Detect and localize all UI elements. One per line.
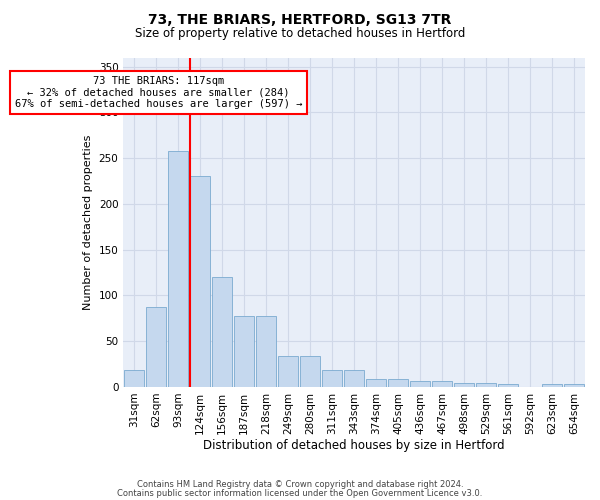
Bar xyxy=(454,384,474,387)
Bar xyxy=(190,176,210,387)
Y-axis label: Number of detached properties: Number of detached properties xyxy=(83,134,93,310)
Bar xyxy=(322,370,342,387)
Bar xyxy=(146,308,166,387)
Bar xyxy=(300,356,320,387)
Bar xyxy=(169,151,188,387)
Bar xyxy=(124,370,144,387)
Text: Contains public sector information licensed under the Open Government Licence v3: Contains public sector information licen… xyxy=(118,490,482,498)
Text: 73, THE BRIARS, HERTFORD, SG13 7TR: 73, THE BRIARS, HERTFORD, SG13 7TR xyxy=(148,12,452,26)
X-axis label: Distribution of detached houses by size in Hertford: Distribution of detached houses by size … xyxy=(203,440,505,452)
Text: Size of property relative to detached houses in Hertford: Size of property relative to detached ho… xyxy=(135,28,465,40)
Bar xyxy=(278,356,298,387)
Bar xyxy=(564,384,584,387)
Bar xyxy=(410,380,430,387)
Bar xyxy=(256,316,276,387)
Bar xyxy=(366,378,386,387)
Bar xyxy=(344,370,364,387)
Bar xyxy=(476,384,496,387)
Bar xyxy=(542,384,562,387)
Bar xyxy=(498,384,518,387)
Bar xyxy=(235,316,254,387)
Bar xyxy=(388,378,408,387)
Text: 73 THE BRIARS: 117sqm
← 32% of detached houses are smaller (284)
67% of semi-det: 73 THE BRIARS: 117sqm ← 32% of detached … xyxy=(15,76,302,109)
Bar xyxy=(212,277,232,387)
Text: Contains HM Land Registry data © Crown copyright and database right 2024.: Contains HM Land Registry data © Crown c… xyxy=(137,480,463,489)
Bar xyxy=(432,380,452,387)
